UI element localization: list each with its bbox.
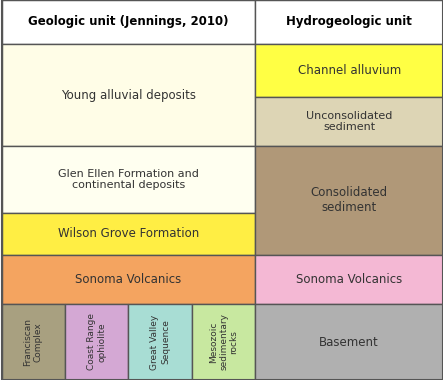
FancyBboxPatch shape bbox=[1, 146, 255, 213]
FancyBboxPatch shape bbox=[1, 304, 65, 380]
Text: Unconsolidated
sediment: Unconsolidated sediment bbox=[306, 111, 392, 132]
FancyBboxPatch shape bbox=[255, 304, 443, 380]
FancyBboxPatch shape bbox=[1, 0, 255, 44]
FancyBboxPatch shape bbox=[65, 304, 128, 380]
FancyBboxPatch shape bbox=[1, 255, 255, 304]
Text: Young alluvial deposits: Young alluvial deposits bbox=[61, 89, 196, 101]
FancyBboxPatch shape bbox=[255, 97, 443, 146]
FancyBboxPatch shape bbox=[255, 146, 443, 255]
Text: Glen Ellen Formation and
continental deposits: Glen Ellen Formation and continental dep… bbox=[58, 169, 199, 190]
Text: Geologic unit (Jennings, 2010): Geologic unit (Jennings, 2010) bbox=[28, 15, 229, 28]
FancyBboxPatch shape bbox=[255, 0, 443, 44]
FancyBboxPatch shape bbox=[255, 255, 443, 304]
Text: Consolidated
sediment: Consolidated sediment bbox=[311, 187, 388, 214]
FancyBboxPatch shape bbox=[1, 213, 255, 255]
FancyBboxPatch shape bbox=[192, 304, 255, 380]
Text: Channel alluvium: Channel alluvium bbox=[298, 64, 401, 77]
Text: Mesozoic
sedimentary
rocks: Mesozoic sedimentary rocks bbox=[209, 314, 238, 370]
Text: Hydrogeologic unit: Hydrogeologic unit bbox=[286, 15, 412, 28]
Text: Sonoma Volcanics: Sonoma Volcanics bbox=[75, 273, 182, 286]
Text: Basement: Basement bbox=[319, 336, 379, 348]
Text: Coast Range
ophiolite: Coast Range ophiolite bbox=[87, 314, 106, 370]
Text: Great Valley
Sequence: Great Valley Sequence bbox=[151, 314, 170, 370]
Text: Sonoma Volcanics: Sonoma Volcanics bbox=[296, 273, 402, 286]
FancyBboxPatch shape bbox=[128, 304, 192, 380]
Text: Franciscan
Complex: Franciscan Complex bbox=[23, 318, 43, 366]
FancyBboxPatch shape bbox=[255, 44, 443, 97]
FancyBboxPatch shape bbox=[1, 44, 255, 146]
Text: Wilson Grove Formation: Wilson Grove Formation bbox=[58, 227, 199, 240]
